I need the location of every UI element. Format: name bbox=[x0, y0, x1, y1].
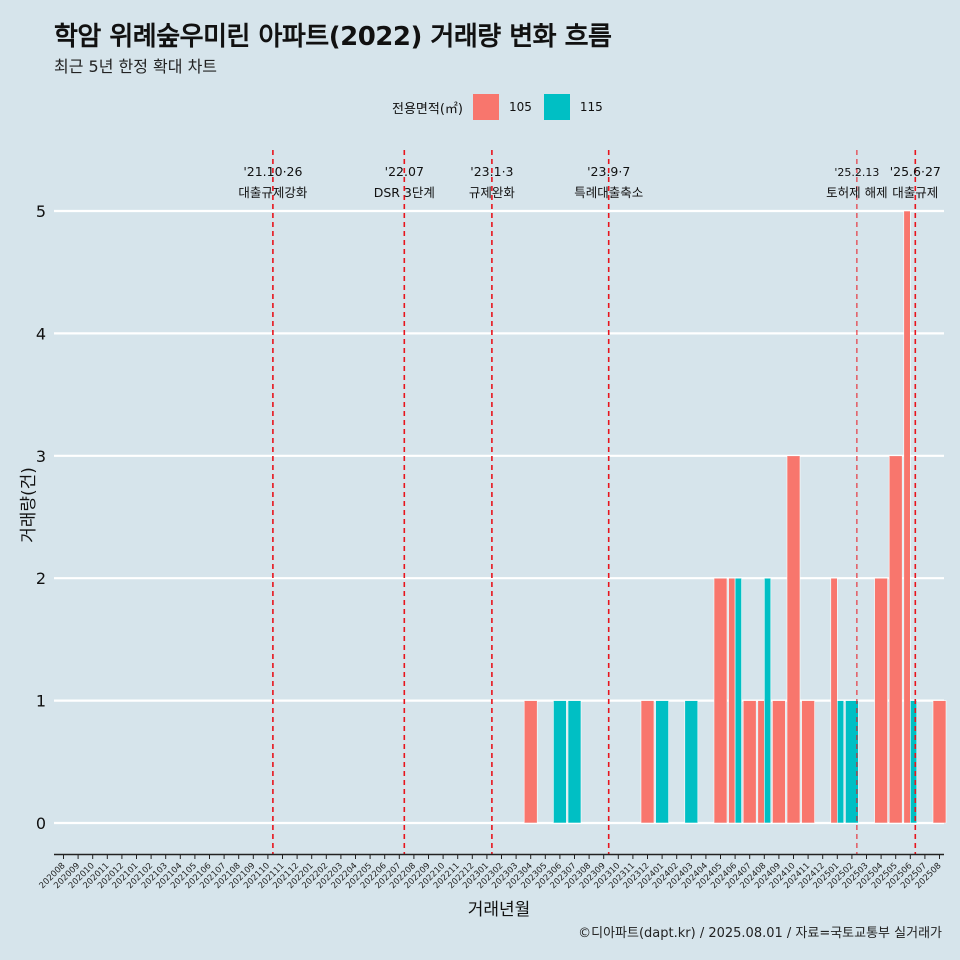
bar-115-202406 bbox=[734, 577, 742, 824]
bar-105-202405 bbox=[713, 577, 728, 824]
bar-105-202505 bbox=[888, 455, 903, 824]
y-tick-label: 4 bbox=[36, 324, 46, 343]
bar-115-202306 bbox=[553, 700, 567, 824]
bar-115-202401 bbox=[655, 700, 669, 824]
y-tick-label: 0 bbox=[36, 814, 46, 833]
bar-115-202403 bbox=[684, 700, 699, 824]
legend-label-115: 115 bbox=[579, 100, 603, 114]
y-axis-title: 거래량(건) bbox=[19, 467, 39, 543]
y-tick-label: 1 bbox=[36, 692, 46, 711]
bar-115-202408 bbox=[763, 577, 772, 824]
bar-105-202508 bbox=[932, 700, 947, 824]
chart-subtitle: 최근 5년 한정 확대 차트 bbox=[54, 57, 218, 76]
legend: 전용면적(㎡) 105 115 bbox=[392, 94, 615, 120]
x-axis-title: 거래년월 bbox=[468, 900, 531, 920]
bar-115-202501 bbox=[836, 700, 845, 824]
bar-105-202410 bbox=[786, 455, 801, 824]
y-tick-label: 2 bbox=[36, 569, 46, 588]
bar-105-202411 bbox=[801, 700, 815, 824]
annotation-date: '23.1·3 bbox=[470, 164, 513, 179]
bar-105-202506 bbox=[903, 210, 911, 824]
annotation-date: '25.6·27 bbox=[890, 164, 941, 179]
annotation-label: DSR 3단계 bbox=[374, 185, 435, 200]
annotation-label: 특례대출축소 bbox=[574, 185, 643, 200]
bar-105-202409 bbox=[772, 700, 786, 824]
bar-115-202307 bbox=[567, 700, 582, 824]
legend-title: 전용면적(㎡) bbox=[392, 101, 463, 117]
annotation-date: '21.10·26 bbox=[243, 164, 302, 179]
bar-105-202304 bbox=[523, 700, 538, 824]
bar-115-202506 bbox=[909, 700, 918, 824]
annotation-label: 대출규제강화 bbox=[238, 185, 308, 200]
y-tick-label: 3 bbox=[36, 447, 46, 466]
bar-105-202408 bbox=[757, 700, 765, 824]
bar-115-202502 bbox=[845, 700, 859, 824]
legend-swatch-105 bbox=[472, 94, 499, 120]
bar-105-202504 bbox=[874, 577, 888, 824]
annotation-label: 토허제 해제 bbox=[826, 185, 887, 200]
chart-title: 학암 위례숲우미린 아파트(2022) 거래량 변화 흐름 bbox=[54, 22, 612, 52]
annotation-date: '25.2.13 bbox=[834, 166, 879, 179]
y-tick-label: 5 bbox=[36, 202, 46, 221]
bar-105-202407 bbox=[742, 700, 757, 824]
bar-105-202406 bbox=[728, 577, 736, 824]
legend-swatch-115 bbox=[543, 94, 570, 120]
bar-105-202501 bbox=[830, 577, 838, 824]
annotation-date: '23.9·7 bbox=[587, 164, 630, 179]
legend-label-105: 105 bbox=[508, 100, 532, 114]
annotation-label: 대출규제 bbox=[892, 185, 938, 200]
bar-105-202312 bbox=[640, 700, 655, 824]
source-caption: ©디아파트(dapt.kr) / 2025.08.01 / 자료=국토교통부 실… bbox=[578, 926, 942, 941]
annotation-label: 규제완화 bbox=[469, 185, 516, 200]
annotation-date: '22.07 bbox=[385, 164, 424, 179]
